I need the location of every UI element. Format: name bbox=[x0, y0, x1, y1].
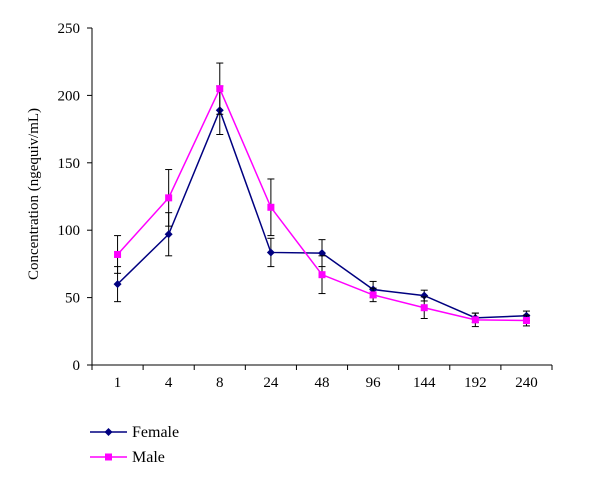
data-point-male bbox=[420, 304, 428, 312]
y-tick-label: 0 bbox=[73, 358, 81, 374]
x-tick-label: 240 bbox=[515, 375, 538, 391]
y-tick-label: 150 bbox=[58, 156, 81, 172]
y-tick-label: 50 bbox=[65, 291, 80, 307]
x-tick-label: 192 bbox=[464, 375, 487, 391]
data-point-female bbox=[113, 280, 122, 289]
legend-marker-male bbox=[105, 453, 112, 461]
data-point-male bbox=[267, 203, 275, 211]
x-tick-label: 144 bbox=[413, 375, 436, 391]
legend-label-male: Male bbox=[132, 449, 165, 466]
data-point-female bbox=[420, 291, 429, 300]
legend-item-female: Female bbox=[90, 424, 179, 441]
data-point-male bbox=[114, 250, 122, 258]
legend-item-male: Male bbox=[90, 449, 165, 466]
x-tick-label: 96 bbox=[366, 375, 382, 391]
x-tick-label: 4 bbox=[165, 375, 173, 391]
series-male bbox=[114, 62, 530, 328]
legend: Female Male bbox=[90, 424, 179, 466]
data-point-male bbox=[165, 194, 173, 202]
x-tick-label: 1 bbox=[114, 375, 122, 391]
legend-label-female: Female bbox=[132, 424, 179, 441]
legend-marker-female bbox=[104, 428, 113, 436]
y-axis-ticks: 0 50 100 150 200 250 bbox=[58, 21, 92, 374]
data-point-female bbox=[318, 249, 326, 258]
x-tick-label: 24 bbox=[263, 375, 279, 391]
data-point-male bbox=[522, 317, 530, 325]
x-axis-ticks: 1 4 8 24 48 96 144 192 240 bbox=[91, 365, 553, 391]
y-axis-title: Concentration (ngequiv/mL) bbox=[26, 108, 42, 280]
x-tick-label: 8 bbox=[216, 375, 224, 391]
y-tick-label: 100 bbox=[58, 223, 81, 239]
data-point-male bbox=[471, 316, 479, 324]
data-point-male bbox=[369, 291, 377, 299]
data-point-female bbox=[164, 230, 173, 239]
x-tick-label: 48 bbox=[315, 375, 330, 391]
data-point-female bbox=[266, 248, 275, 257]
data-point-male bbox=[318, 271, 326, 279]
y-tick-label: 200 bbox=[58, 88, 81, 104]
y-tick-label: 250 bbox=[58, 21, 81, 37]
data-point-male bbox=[216, 85, 224, 93]
series-layer bbox=[113, 62, 531, 328]
